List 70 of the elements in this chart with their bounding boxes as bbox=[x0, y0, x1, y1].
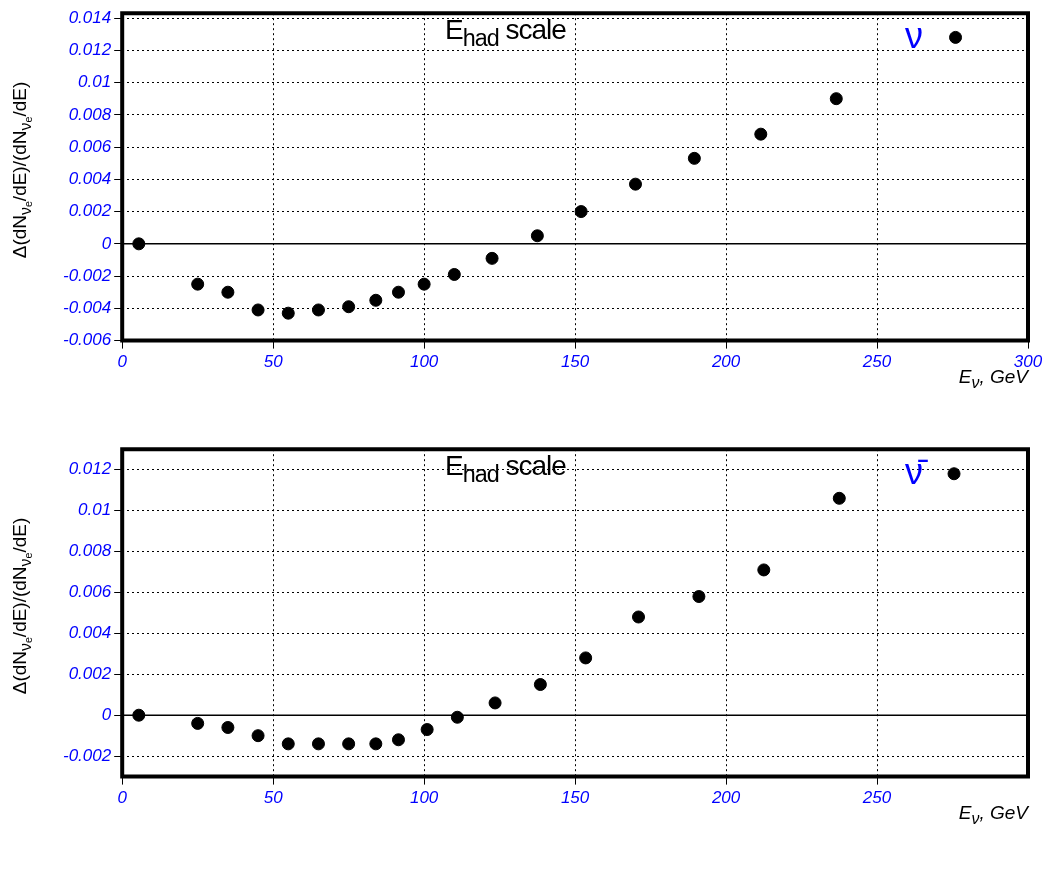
point bbox=[947, 467, 961, 481]
point bbox=[311, 737, 325, 751]
point bbox=[692, 590, 706, 604]
x-tick-label: 0 bbox=[117, 787, 128, 807]
y-tick-label: 0.006 bbox=[68, 582, 112, 602]
point bbox=[342, 300, 356, 314]
point bbox=[391, 733, 405, 747]
y-tick-label: 0.004 bbox=[68, 169, 112, 189]
point bbox=[251, 729, 265, 743]
point bbox=[628, 177, 642, 191]
x-tick-label: 250 bbox=[861, 787, 892, 807]
y-tick-label: 0.012 bbox=[68, 40, 112, 60]
x-tick-label: 200 bbox=[710, 351, 741, 371]
y-tick-label: 0.012 bbox=[68, 459, 112, 479]
y-tick-label: 0.002 bbox=[68, 664, 112, 684]
annotation: E$_{had}$ scale bbox=[445, 450, 566, 488]
point bbox=[221, 285, 235, 299]
y-tick-label: 0.002 bbox=[68, 201, 112, 221]
point bbox=[488, 696, 502, 710]
x-tick-label: 0 bbox=[117, 351, 128, 371]
point bbox=[579, 651, 593, 665]
point bbox=[221, 720, 235, 734]
x-tick-label: 100 bbox=[409, 351, 439, 371]
point bbox=[420, 723, 434, 737]
point bbox=[391, 285, 405, 299]
x-tick-label: 250 bbox=[861, 351, 892, 371]
y-tick-label: -0.004 bbox=[63, 298, 112, 318]
x-tick-label: 50 bbox=[263, 787, 284, 807]
point bbox=[829, 92, 843, 106]
point bbox=[417, 277, 431, 291]
y-tick-label: 0.01 bbox=[78, 500, 112, 520]
y-tick-label: -0.002 bbox=[63, 265, 112, 285]
point bbox=[574, 205, 588, 219]
point bbox=[832, 491, 846, 505]
y-tick-label: 0.014 bbox=[68, 7, 112, 27]
x-tick-label: 100 bbox=[409, 787, 439, 807]
y-tick-label: 0 bbox=[101, 704, 112, 724]
y-tick-label: 0.004 bbox=[68, 623, 112, 643]
y-tick-label: 0.006 bbox=[68, 136, 112, 156]
point bbox=[251, 303, 265, 317]
point bbox=[447, 267, 461, 281]
y-tick-label: -0.006 bbox=[63, 330, 112, 350]
point bbox=[191, 716, 205, 730]
point bbox=[530, 229, 544, 243]
annotation: E$_{had}$ scale bbox=[445, 14, 566, 52]
point bbox=[949, 30, 963, 44]
point bbox=[485, 251, 499, 265]
point bbox=[754, 127, 768, 141]
x-tick-label: 200 bbox=[710, 787, 741, 807]
y-tick-label: 0.01 bbox=[78, 72, 112, 92]
x-tick-label: 150 bbox=[560, 787, 590, 807]
annotation: ν bbox=[905, 15, 923, 56]
point bbox=[687, 151, 701, 165]
point bbox=[757, 563, 771, 577]
point bbox=[281, 737, 295, 751]
y-tick-label: 0 bbox=[101, 233, 112, 253]
y-tick-label: 0.008 bbox=[68, 541, 112, 561]
point bbox=[632, 610, 646, 624]
x-axis-title: E$_{ν}$, GeV bbox=[958, 802, 1028, 828]
point bbox=[281, 306, 295, 320]
y-tick-label: -0.002 bbox=[63, 745, 112, 765]
point bbox=[533, 678, 547, 692]
point bbox=[369, 737, 383, 751]
point bbox=[191, 277, 205, 291]
x-tick-label: 50 bbox=[263, 351, 284, 371]
y-tick-label: 0.008 bbox=[68, 104, 112, 124]
point bbox=[369, 293, 383, 307]
point bbox=[342, 737, 356, 751]
x-tick-label: 150 bbox=[560, 351, 590, 371]
point bbox=[311, 303, 325, 317]
